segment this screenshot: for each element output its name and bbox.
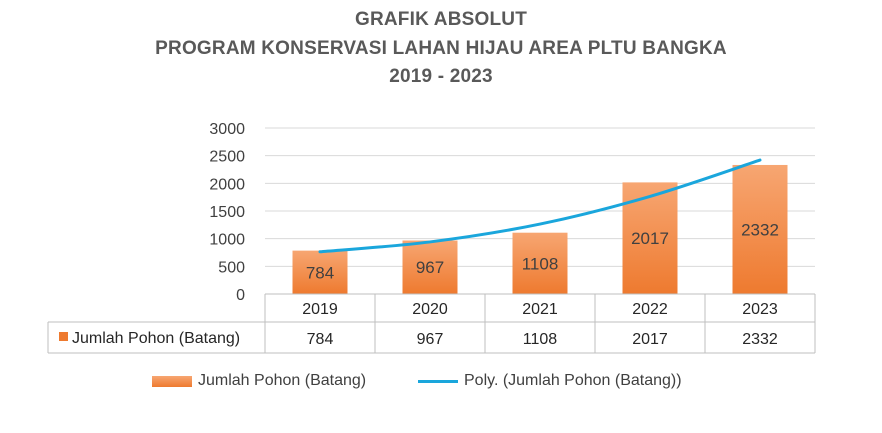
y-tick-label: 500 [218, 259, 245, 276]
table-value: 2017 [632, 331, 668, 348]
y-tick-label: 2500 [209, 149, 245, 166]
table-row-swatch [59, 332, 68, 341]
bar [292, 250, 348, 294]
legend-series-label: Jumlah Pohon (Batang) [198, 372, 367, 389]
data-label: 1108 [522, 254, 559, 273]
data-table: 2019 784 2020 967 2021 1108 2022 2017 2023 2332 Ju… [47, 293, 816, 354]
x-tick-label: 2023 [742, 301, 778, 318]
y-tick-label: 1000 [209, 232, 245, 249]
legend-swatch-line [418, 379, 458, 383]
table-value: 784 [307, 331, 334, 348]
table-row-label: Jumlah Pohon (Batang) [72, 330, 240, 347]
chart-title-line-2: PROGRAM KONSERVASI LAHAN HIJAU AREA PLTU… [155, 38, 727, 59]
bar [512, 232, 568, 294]
x-tick-label: 2021 [522, 301, 558, 318]
y-tick-label: 3000 [209, 121, 245, 138]
table-value: 1108 [523, 331, 558, 348]
trendline [318, 158, 762, 254]
chart-title-line-3: 2019 - 2023 [389, 66, 493, 87]
table-value: 2332 [742, 331, 778, 348]
data-label: 967 [416, 258, 444, 277]
data-label: 784 [306, 263, 334, 282]
legend-trend-label: Poly. (Jumlah Pohon (Batang)) [464, 372, 682, 389]
y-axis-ticks: 0 500 1000 1500 2000 2500 3000 [209, 121, 245, 304]
trendline-path [318, 158, 762, 254]
bar [732, 164, 788, 294]
legend-item-trend: Poly. (Jumlah Pohon (Batang)) [418, 372, 682, 390]
legend-swatch-bar [152, 375, 192, 387]
x-tick-label: 2019 [302, 301, 338, 318]
data-labels: 784 967 1108 2017 2332 [306, 220, 779, 282]
x-tick-label: 2022 [632, 301, 668, 318]
x-tick-label: 2020 [412, 301, 448, 318]
bars [292, 164, 788, 294]
data-label: 2332 [741, 220, 779, 239]
y-tick-label: 0 [236, 287, 245, 304]
legend: Jumlah Pohon (Batang) Poly. (Jumlah Poho… [0, 372, 882, 396]
legend-item-series: Jumlah Pohon (Batang) [152, 372, 366, 390]
table-value: 967 [417, 331, 444, 348]
data-label: 2017 [631, 229, 669, 248]
bar [402, 240, 458, 294]
y-tick-label: 2000 [209, 176, 245, 193]
y-tick-label: 1500 [209, 204, 245, 221]
chart-title-line-1: GRAFIK ABSOLUT [354, 9, 528, 30]
